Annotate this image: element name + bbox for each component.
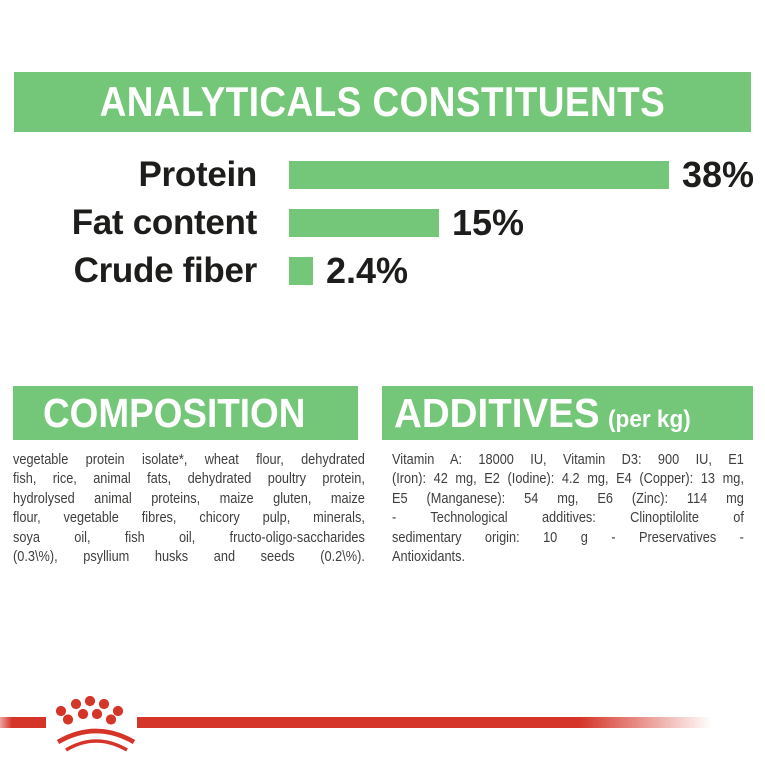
- composition-title: COMPOSITION: [43, 390, 306, 436]
- composition-text: vegetable protein isolate*, wheat flour,…: [13, 450, 365, 566]
- additives-per-kg-label: (per kg): [608, 406, 691, 433]
- analyticals-title: ANALYTICALS CONSTITUENTS: [99, 78, 666, 125]
- fat-content-value: 15%: [452, 202, 525, 243]
- additives-banner: ADDITIVES (per kg): [382, 386, 753, 440]
- body-text-line: Antioxidants.: [392, 547, 466, 565]
- additives-text: Vitamin A: 18000 IU, Vitamin D3: 900 IU,…: [392, 450, 744, 566]
- royal-canin-crown-icon: [55, 695, 136, 752]
- body-text-line: (0.3\%), psyllium husks and seeds (0.2\%…: [13, 547, 365, 565]
- body-text-line: Vitamin A: 18000 IU, Vitamin D3: 900 IU,…: [392, 451, 744, 468]
- fat-content-label: Fat content: [71, 203, 258, 242]
- protein-label: Protein: [138, 155, 258, 194]
- body-text-line: vegetable protein isolate*, wheat flour,…: [13, 451, 365, 468]
- chart-row-protein: Protein 38%: [0, 151, 765, 199]
- crude-fiber-bar: [289, 257, 313, 285]
- body-text-line: sedimentary origin: 10 g - Preservatives…: [392, 528, 744, 546]
- chart-row-crude-fiber: Crude fiber 2.4%: [0, 247, 765, 295]
- body-text-line: - Technological additives: Clinoptilolit…: [392, 509, 744, 527]
- fat-content-bar: [289, 209, 439, 237]
- body-text-line: soya oil, fish oil, fructo-oligo-sacchar…: [13, 528, 365, 546]
- analyticals-constituents-banner: ANALYTICALS CONSTITUENTS: [14, 72, 751, 132]
- crude-fiber-label: Crude fiber: [73, 251, 258, 290]
- analyticals-bar-chart: Protein 38% Fat content 15% Crude fiber …: [0, 151, 765, 295]
- composition-banner: COMPOSITION: [13, 386, 358, 440]
- brand-rule-right: [137, 717, 712, 728]
- additives-title-group: ADDITIVES (per kg): [394, 386, 691, 447]
- protein-bar: [289, 161, 669, 189]
- protein-value: 38%: [682, 154, 755, 195]
- brand-rule-left: [0, 717, 46, 728]
- body-text-line: (Iron): 42 mg, E2 (Iodine): 4.2 mg, E4 (…: [392, 470, 744, 488]
- body-text-line: E5 (Manganese): 54 mg, E6 (Zinc): 114 mg: [392, 489, 744, 507]
- body-text-line: fish, rice, animal fats, dehydrated poul…: [13, 470, 365, 488]
- chart-row-fat-content: Fat content 15%: [0, 199, 765, 247]
- crude-fiber-value: 2.4%: [326, 250, 409, 291]
- body-text-line: hydrolysed animal proteins, maize gluten…: [13, 489, 365, 507]
- body-text-line: flour, vegetable fibres, chicory pulp, m…: [13, 509, 365, 527]
- additives-title: ADDITIVES: [394, 390, 600, 436]
